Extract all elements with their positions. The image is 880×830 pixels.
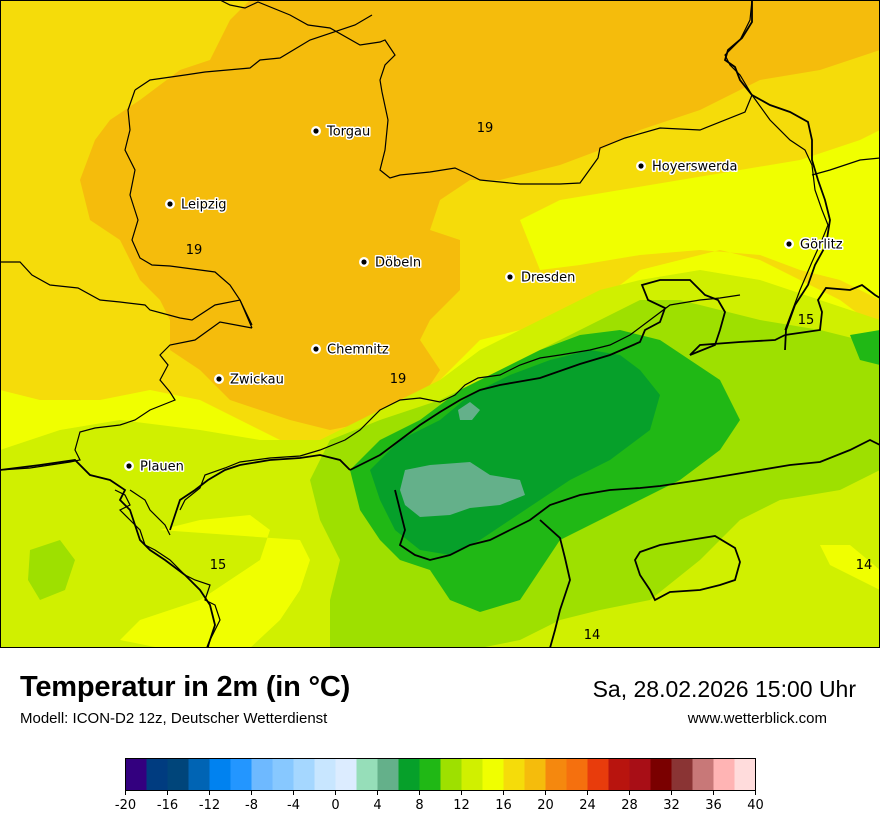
temperature-value-label: 19 <box>390 372 407 387</box>
temperature-colorbar: -20 -16 -12 -8 -4 0 4 8 12 16 20 24 28 32 36 40 <box>115 758 764 813</box>
colorbar-swatch <box>461 758 483 791</box>
colorbar-swatch <box>188 758 210 791</box>
colorbar-tick-label: 24 <box>579 798 596 813</box>
city-dot-icon <box>361 259 367 265</box>
colorbar-tick-label: 8 <box>415 798 423 813</box>
city-dot-icon <box>313 346 319 352</box>
colorbar-swatch <box>167 758 189 791</box>
city-dot-icon <box>507 274 513 280</box>
colorbar-tick-label: 12 <box>453 798 470 813</box>
colorbar-swatch <box>692 758 714 791</box>
colorbar-tick-label: 28 <box>621 798 638 813</box>
value-labels: 19 19 19 15 15 14 14 <box>186 121 873 643</box>
temperature-value-label: 15 <box>798 313 815 328</box>
city-label: Leipzig <box>181 198 227 213</box>
city-marker: Leipzig <box>165 196 228 214</box>
city-label: Görlitz <box>800 238 843 253</box>
colorbar-swatch <box>734 758 756 791</box>
city-dot-icon <box>638 163 644 169</box>
city-label: Zwickau <box>230 373 284 388</box>
colorbar-swatch <box>419 758 441 791</box>
temperature-value-label: 15 <box>210 558 227 573</box>
temp-band-4-6 <box>400 402 525 517</box>
map-title: Temperatur in 2m (in °C) <box>20 671 351 703</box>
city-dot-icon <box>313 128 319 134</box>
temp-patch-14-16 <box>120 515 310 648</box>
colorbar-swatch <box>125 758 147 791</box>
country-borders <box>0 0 880 648</box>
district-borders <box>0 0 880 648</box>
colorbar-swatch <box>440 758 462 791</box>
city-marker: Zwickau <box>214 371 285 389</box>
city-label: Hoyerswerda <box>652 160 738 175</box>
temperature-value-label: 14 <box>856 558 873 573</box>
colorbar-frame <box>125 758 756 791</box>
city-marker: Döbeln <box>359 254 423 272</box>
website-link[interactable]: www.wetterblick.com <box>687 710 827 727</box>
city-dot-icon <box>216 376 222 382</box>
city-label: Chemnitz <box>327 343 389 358</box>
city-dot-icon <box>126 463 132 469</box>
city-marker: Chemnitz <box>311 341 390 359</box>
city-markers: Torgau Leipzig Hoyerswerda Görlitz Döbeln Dre… <box>124 123 844 476</box>
colorbar-swatch <box>566 758 588 791</box>
colorbar-swatch <box>377 758 399 791</box>
colorbar-swatch <box>713 758 735 791</box>
temp-band-18-20 <box>80 0 880 430</box>
city-label: Döbeln <box>375 256 421 271</box>
colorbar-tick-label: 20 <box>537 798 554 813</box>
colorbar-swatch <box>398 758 420 791</box>
city-marker: Hoyerswerda <box>636 158 739 176</box>
colorbar-swatch <box>650 758 672 791</box>
temp-patch-14-16-se <box>820 545 880 590</box>
city-marker: Plauen <box>124 458 185 476</box>
colorbar-swatch <box>314 758 336 791</box>
colorbar-swatch <box>335 758 357 791</box>
colorbar-tick-label: -20 <box>115 798 136 813</box>
colorbar-swatch <box>629 758 651 791</box>
colorbar-swatch <box>524 758 546 791</box>
city-dot-icon <box>167 201 173 207</box>
colorbar-ticks: -20 -16 -12 -8 -4 0 4 8 12 16 20 24 28 32 36 40 <box>115 790 764 813</box>
temperature-value-label: 19 <box>477 121 494 136</box>
colorbar-swatch <box>545 758 567 791</box>
colorbar-tick-label: 32 <box>663 798 680 813</box>
temperature-value-label: 19 <box>186 243 203 258</box>
colorbar-tick-label: 36 <box>705 798 722 813</box>
valid-datetime: Sa, 28.02.2026 15:00 Uhr <box>592 676 856 702</box>
city-label: Plauen <box>140 460 184 475</box>
colorbar-tick-label: -16 <box>157 798 178 813</box>
colorbar-swatch <box>230 758 252 791</box>
colorbar-swatch <box>146 758 168 791</box>
colorbar-swatch <box>503 758 525 791</box>
colorbar-tick-label: 0 <box>331 798 339 813</box>
colorbar-swatch <box>293 758 315 791</box>
colorbar-tick-label: -4 <box>287 798 300 813</box>
temp-patch-10-12-sw <box>28 540 75 600</box>
colorbar-tick-label: -8 <box>245 798 258 813</box>
colorbar-tick-label: 40 <box>747 798 764 813</box>
colorbar-tick-label: 16 <box>495 798 512 813</box>
colorbar-swatch <box>209 758 231 791</box>
city-marker: Görlitz <box>784 236 844 254</box>
temperature-map: 19 19 19 15 15 14 14 Torgau Leipzig Hoyerswerda G… <box>0 0 880 648</box>
colorbar-tick-label: -12 <box>199 798 220 813</box>
city-marker: Dresden <box>505 269 577 287</box>
colorbar-swatches <box>125 758 756 791</box>
colorbar-tick-label: 4 <box>373 798 381 813</box>
temperature-value-label: 14 <box>584 628 601 643</box>
city-label: Torgau <box>326 125 370 140</box>
colorbar-swatch <box>587 758 609 791</box>
colorbar-swatch <box>482 758 504 791</box>
colorbar-swatch <box>608 758 630 791</box>
city-marker: Torgau <box>311 123 372 141</box>
colorbar-swatch <box>251 758 273 791</box>
colorbar-swatch <box>356 758 378 791</box>
colorbar-swatch <box>272 758 294 791</box>
model-subtitle: Modell: ICON-D2 12z, Deutscher Wetterdie… <box>20 710 328 727</box>
city-label: Dresden <box>521 271 575 286</box>
temp-patch-8-10-east <box>850 330 880 365</box>
colorbar-swatch <box>671 758 693 791</box>
city-dot-icon <box>786 241 792 247</box>
